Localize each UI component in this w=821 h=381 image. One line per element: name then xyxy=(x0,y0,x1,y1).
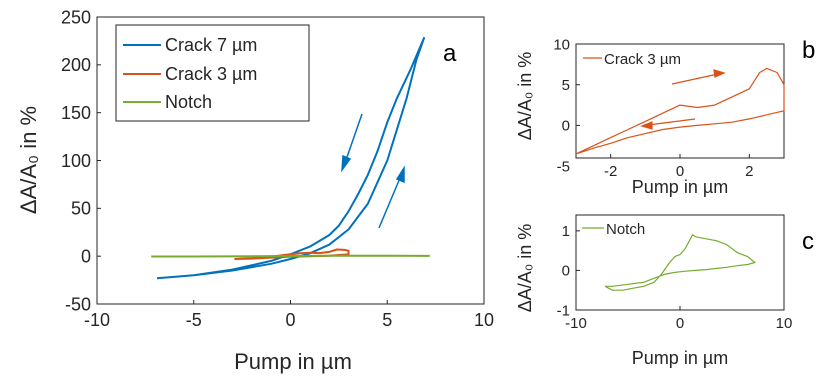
panel-c-series xyxy=(604,234,756,291)
arrow-down-head xyxy=(341,154,352,173)
panel-c-ticks: -10 0 10-101 xyxy=(557,223,793,332)
arrow-up-line xyxy=(378,177,401,229)
y-tick-label: 0 xyxy=(81,246,91,266)
x-tick-label: -10 xyxy=(84,310,110,330)
y-tick-label: 0 xyxy=(562,118,570,135)
legend-label-crack3: Crack 3 µm xyxy=(165,64,257,84)
panel-b-plot-area xyxy=(575,43,785,159)
arrow-left-line xyxy=(647,118,696,126)
panel-a-legend: Crack 7 µm Crack 3 µm Notch xyxy=(115,24,310,122)
panel-b-xlabel: Pump in µm xyxy=(632,177,728,197)
panel-c-plot-area xyxy=(575,214,785,311)
panel-a-series xyxy=(151,37,430,280)
panel-c-legend: Notch xyxy=(582,221,645,238)
panel-b-ylabel: ΔA/A₀ in % xyxy=(515,52,535,141)
panel-a-xlabel: Pump in µm xyxy=(234,349,352,374)
y-tick-label: -50 xyxy=(65,294,91,314)
panel-b-series xyxy=(575,67,785,155)
arrow-left-head xyxy=(640,121,653,130)
arrow-right-head xyxy=(713,69,726,78)
series-line-notch xyxy=(151,254,430,258)
x-tick-label: -2 xyxy=(604,163,617,180)
legend-label-b: Crack 3 µm xyxy=(604,51,681,68)
arrow-up-head xyxy=(395,165,405,184)
panel-b-chart: -2 0 2 -5 0 5 10 b Pump in µm ΔA/A₀ in % Crack… xyxy=(515,36,815,197)
y-tick-label: -1 xyxy=(557,302,570,319)
arrow-down-line xyxy=(345,113,363,161)
x-tick-label: -5 xyxy=(186,310,202,330)
panel-a-label: a xyxy=(443,40,457,67)
panel-c-ylabel: ΔA/A₀ in % xyxy=(515,224,535,313)
panel-c-label: c xyxy=(802,228,814,255)
panel-c-chart: -10 0 10-101 c Pump in µm ΔA/A₀ in % Notch xyxy=(515,214,814,368)
x-tick-label: 10 xyxy=(474,310,494,330)
x-tick-label: 10 xyxy=(776,315,793,332)
legend-label-crack7: Crack 7 µm xyxy=(165,35,257,55)
y-tick-label: 250 xyxy=(61,7,91,27)
x-tick-label: 0 xyxy=(676,163,684,180)
series-line-crack-3-m xyxy=(575,67,785,155)
panel-a-ylabel: ΔA/A₀ in % xyxy=(16,106,41,214)
arrow-right-line xyxy=(671,73,719,85)
y-tick-label: 50 xyxy=(71,199,91,219)
x-tick-label: -10 xyxy=(565,315,587,332)
x-tick-label: 0 xyxy=(285,310,295,330)
y-tick-label: 0 xyxy=(562,263,570,280)
y-tick-label: 5 xyxy=(562,77,570,94)
y-tick-label: 100 xyxy=(61,151,91,171)
y-tick-label: -5 xyxy=(557,158,570,175)
x-tick-label: 0 xyxy=(676,315,684,332)
y-tick-label: 10 xyxy=(553,36,570,53)
panel-a-direction-arrows xyxy=(341,113,405,229)
y-tick-label: 200 xyxy=(61,55,91,75)
legend-label-notch: Notch xyxy=(165,92,212,112)
series-line-notch xyxy=(604,234,756,291)
x-tick-label: 5 xyxy=(382,310,392,330)
y-tick-label: 1 xyxy=(562,223,570,240)
y-tick-label: 150 xyxy=(61,103,91,123)
x-tick-label: 2 xyxy=(745,163,753,180)
panel-b-direction-arrows xyxy=(640,69,726,130)
panel-c-xlabel: Pump in µm xyxy=(632,348,728,368)
legend-label-c: Notch xyxy=(606,221,645,238)
panel-b-label: b xyxy=(802,37,815,64)
panel-b-ticks: -2 0 2 -5 0 5 10 xyxy=(553,36,753,180)
panel-b-legend: Crack 3 µm xyxy=(583,51,681,68)
